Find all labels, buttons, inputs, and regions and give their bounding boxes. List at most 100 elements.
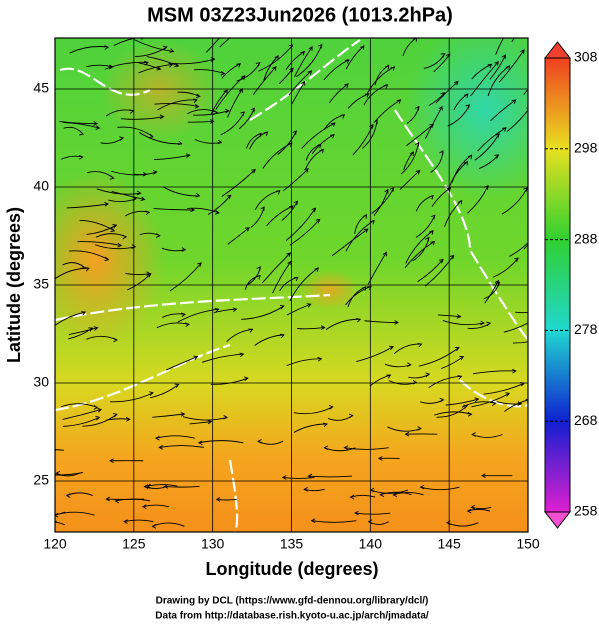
streamline-arrow bbox=[417, 343, 423, 348]
streamline-arrow bbox=[412, 38, 418, 42]
streamline bbox=[472, 370, 516, 375]
streamline-arrow bbox=[146, 273, 152, 278]
streamline-arrow bbox=[486, 321, 492, 327]
streamline-arrow bbox=[215, 210, 220, 215]
streamline-arrow bbox=[194, 104, 200, 109]
streamline-arrow bbox=[430, 240, 436, 246]
streamline-arrow bbox=[78, 155, 84, 160]
streamline bbox=[296, 44, 323, 78]
streamline-arrow bbox=[457, 375, 463, 380]
streamline bbox=[216, 498, 237, 501]
streamline-arrow bbox=[104, 256, 110, 262]
streamline bbox=[297, 327, 325, 330]
streamline bbox=[146, 56, 179, 67]
streamline bbox=[69, 46, 109, 54]
streamline-arrow bbox=[149, 391, 154, 396]
streamline bbox=[424, 106, 443, 139]
streamline-arrow bbox=[308, 46, 313, 51]
streamline bbox=[219, 38, 231, 48]
streamline-arrow bbox=[215, 497, 221, 502]
streamline-arrow bbox=[517, 401, 523, 406]
streamline bbox=[66, 203, 109, 209]
streamline bbox=[434, 411, 472, 416]
streamline bbox=[304, 488, 325, 492]
chart-title: MSM 03Z23Jun2026 (1013.2hPa) bbox=[147, 4, 453, 26]
streamline-arrow bbox=[364, 93, 370, 98]
streamline-arrow bbox=[93, 121, 98, 126]
streamline bbox=[221, 63, 241, 79]
streamline bbox=[362, 120, 378, 149]
streamline bbox=[272, 261, 292, 294]
streamline-arrow bbox=[260, 206, 265, 212]
streamline-arrow bbox=[531, 18, 535, 22]
streamline-arrow bbox=[113, 337, 118, 343]
streamline bbox=[206, 38, 220, 53]
streamline-arrow bbox=[412, 379, 418, 385]
streamline bbox=[323, 59, 350, 81]
streamline-arrow bbox=[109, 64, 114, 70]
streamline-arrow bbox=[181, 312, 186, 318]
streamline-arrow bbox=[502, 127, 507, 132]
streamline bbox=[293, 423, 328, 433]
streamline-arrow bbox=[143, 484, 149, 489]
streamline bbox=[147, 484, 178, 487]
streamline-arrow bbox=[55, 512, 59, 518]
streamline-arrow bbox=[248, 328, 254, 333]
streamline-arrow bbox=[223, 89, 228, 94]
streamline-arrow bbox=[95, 125, 101, 130]
y-tick-label: 45 bbox=[33, 80, 49, 96]
streamline bbox=[501, 187, 528, 215]
streamline-arrow bbox=[95, 415, 101, 421]
streamline-arrow bbox=[348, 413, 354, 419]
streamline-arrow bbox=[156, 233, 161, 238]
streamline-arrow bbox=[236, 63, 242, 68]
streamline bbox=[294, 46, 313, 78]
streamline-arrow bbox=[109, 175, 115, 180]
streamline-arrow bbox=[323, 422, 328, 428]
streamline-arrow bbox=[343, 445, 349, 450]
streamline bbox=[241, 305, 285, 320]
streamline-arrow bbox=[213, 110, 219, 115]
streamline-arrow bbox=[140, 196, 146, 201]
streamline bbox=[496, 401, 522, 405]
streamline-arrow bbox=[373, 119, 378, 125]
streamline bbox=[117, 126, 154, 138]
streamline bbox=[471, 434, 503, 438]
streamline-arrow bbox=[197, 262, 202, 267]
streamline bbox=[55, 267, 89, 280]
streamline bbox=[252, 66, 277, 96]
streamline bbox=[55, 511, 95, 516]
streamline-arrow bbox=[514, 257, 519, 262]
streamline bbox=[161, 247, 186, 252]
streamline-arrow bbox=[80, 264, 86, 270]
streamline bbox=[393, 492, 424, 496]
streamline bbox=[150, 384, 179, 399]
streamline-arrow bbox=[185, 322, 190, 328]
streamline bbox=[470, 61, 499, 97]
streamline-arrow bbox=[226, 194, 232, 200]
streamline bbox=[311, 520, 357, 523]
streamline-arrow bbox=[417, 426, 422, 431]
streamline bbox=[285, 51, 305, 70]
streamline-arrow bbox=[207, 419, 213, 425]
streamline bbox=[77, 241, 122, 246]
streamline-arrow bbox=[286, 252, 291, 257]
streamline bbox=[263, 55, 279, 81]
streamline-arrow bbox=[197, 440, 203, 446]
streamline bbox=[433, 53, 451, 73]
streamline bbox=[254, 334, 284, 346]
streamline-arrow bbox=[122, 234, 128, 240]
streamline-arrow bbox=[239, 352, 245, 358]
streamline-arrow bbox=[250, 107, 256, 113]
streamline-arrow bbox=[429, 195, 434, 200]
streamline-arrow bbox=[407, 362, 412, 367]
streamline-arrow bbox=[293, 200, 299, 206]
streamline bbox=[62, 416, 100, 427]
streamline-arrow bbox=[383, 84, 389, 89]
streamline bbox=[193, 69, 225, 75]
streamline-arrow bbox=[377, 456, 383, 461]
colorbar bbox=[543, 41, 572, 529]
streamline-arrow bbox=[195, 93, 201, 99]
streamline bbox=[523, 243, 528, 250]
